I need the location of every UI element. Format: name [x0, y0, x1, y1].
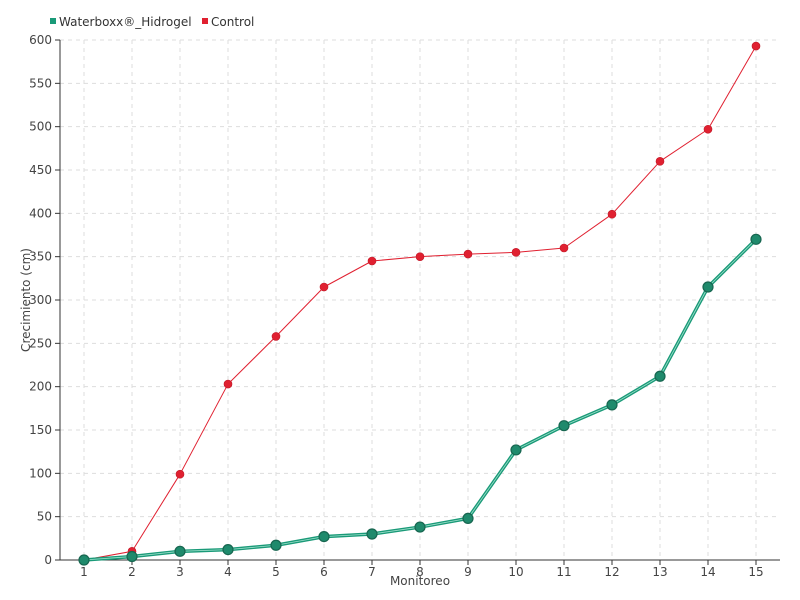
- x-tick-label: 8: [416, 565, 424, 579]
- x-tick-label: 4: [224, 565, 232, 579]
- series-line: [83, 238, 758, 562]
- x-tick-label: 15: [748, 565, 763, 579]
- y-tick-label: 250: [29, 336, 52, 350]
- data-point[interactable]: [175, 469, 185, 479]
- data-point[interactable]: [366, 528, 378, 540]
- y-tick-label: 550: [29, 76, 52, 90]
- series-1: [79, 41, 761, 565]
- data-point[interactable]: [558, 420, 570, 432]
- legend-label: Waterboxx®_Hidrogel: [59, 15, 192, 29]
- data-point[interactable]: [510, 444, 522, 456]
- data-point[interactable]: [463, 249, 473, 259]
- data-point[interactable]: [415, 252, 425, 261]
- y-tick-label: 300: [29, 293, 52, 307]
- data-point[interactable]: [654, 370, 666, 382]
- y-tick-label: 0: [44, 553, 52, 567]
- y-tick-label: 200: [29, 380, 52, 394]
- y-tick-label: 500: [29, 120, 52, 134]
- y-axis-title: Crecimiento (cm): [19, 248, 33, 352]
- y-tick-label: 350: [29, 250, 52, 264]
- data-point[interactable]: [174, 545, 186, 557]
- data-point[interactable]: [271, 332, 281, 341]
- data-point[interactable]: [270, 539, 282, 551]
- data-point[interactable]: [511, 248, 521, 257]
- x-axis-ticks: 1 2 3 4 5 6 7 8 9 10 11 12 13 14 15: [80, 560, 764, 579]
- data-point[interactable]: [223, 379, 233, 389]
- data-point[interactable]: [462, 512, 474, 525]
- data-point[interactable]: [607, 209, 617, 219]
- y-tick-label: 600: [29, 33, 52, 47]
- series-line-highlight: [83, 239, 757, 561]
- data-point[interactable]: [414, 521, 426, 533]
- y-tick-label: 450: [29, 163, 52, 177]
- x-tick-label: 2: [128, 565, 136, 579]
- y-tick-label: 150: [29, 423, 52, 437]
- data-point[interactable]: [655, 157, 665, 166]
- data-point[interactable]: [126, 550, 138, 563]
- y-axis-ticks: 0 50 100 150 200 250 300 350 400 450 500 550 600: [29, 33, 60, 567]
- y-tick-label: 50: [37, 510, 52, 524]
- x-tick-label: 13: [652, 565, 667, 579]
- x-tick-label: 12: [604, 565, 619, 579]
- x-tick-label: 7: [368, 565, 376, 579]
- data-point[interactable]: [222, 543, 234, 556]
- series: [78, 41, 762, 566]
- grid: [60, 39, 780, 560]
- data-point[interactable]: [702, 281, 714, 293]
- data-point[interactable]: [318, 530, 330, 543]
- data-point[interactable]: [606, 399, 618, 411]
- x-tick-label: 9: [464, 565, 472, 579]
- x-axis-title: Monitoreo: [390, 574, 450, 588]
- x-tick-label: 11: [556, 565, 571, 579]
- y-tick-label: 400: [29, 206, 52, 220]
- x-tick-label: 3: [176, 565, 184, 579]
- x-tick-label: 10: [508, 565, 523, 579]
- x-tick-label: 5: [272, 565, 280, 579]
- legend-swatch: [50, 18, 56, 24]
- legend-label: Control: [211, 15, 254, 29]
- legend-item-1[interactable]: Control: [202, 15, 254, 29]
- legend-swatch: [202, 18, 208, 24]
- data-point[interactable]: [703, 124, 713, 134]
- legend-item-0[interactable]: Waterboxx®_Hidrogel: [50, 15, 192, 29]
- data-point[interactable]: [78, 554, 90, 566]
- x-tick-label: 1: [80, 565, 88, 579]
- data-point[interactable]: [367, 256, 377, 266]
- legend[interactable]: Waterboxx®_Hidrogel Control: [50, 15, 254, 29]
- data-point[interactable]: [319, 282, 329, 292]
- y-tick-label: 100: [29, 466, 52, 480]
- x-tick-label: 6: [320, 565, 328, 579]
- series-0: [78, 233, 762, 566]
- x-tick-label: 14: [700, 565, 715, 579]
- data-point[interactable]: [751, 41, 761, 51]
- data-point[interactable]: [559, 243, 569, 253]
- data-point[interactable]: [750, 233, 762, 245]
